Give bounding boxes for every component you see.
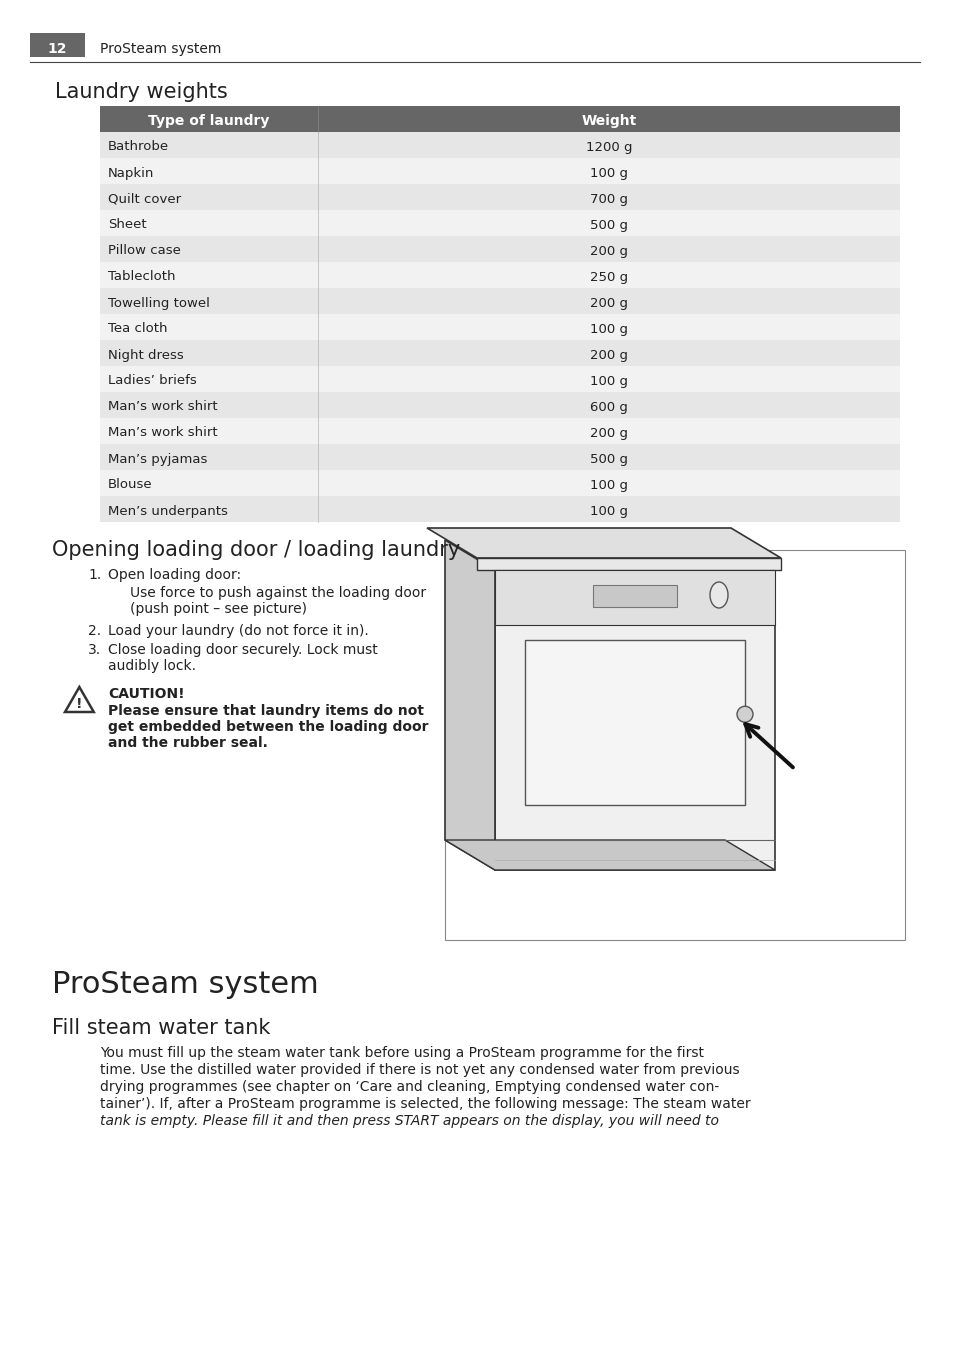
Text: 12: 12 — [48, 42, 67, 55]
Circle shape — [737, 706, 752, 722]
Bar — [100, 184, 899, 210]
Polygon shape — [495, 571, 774, 869]
Text: Laundry weights: Laundry weights — [55, 82, 228, 101]
Text: Towelling towel: Towelling towel — [108, 296, 210, 310]
Text: tainer’). If, after a ProSteam programme is selected, the following message: The: tainer’). If, after a ProSteam programme… — [100, 1096, 750, 1111]
Bar — [100, 339, 899, 366]
Bar — [100, 262, 899, 288]
Text: drying programmes (see chapter on ‘Care and cleaning, Emptying condensed water c: drying programmes (see chapter on ‘Care … — [100, 1080, 719, 1094]
Text: 200 g: 200 g — [589, 426, 627, 439]
Text: Tea cloth: Tea cloth — [108, 323, 168, 335]
Text: 500 g: 500 g — [589, 453, 627, 465]
Text: Open loading door:: Open loading door: — [108, 568, 241, 581]
Text: Quilt cover: Quilt cover — [108, 192, 181, 206]
Text: CAUTION!: CAUTION! — [108, 687, 185, 700]
Text: 100 g: 100 g — [589, 166, 627, 180]
Text: Sheet: Sheet — [108, 219, 147, 231]
Text: 600 g: 600 g — [590, 400, 627, 414]
Text: ProSteam system: ProSteam system — [100, 42, 221, 55]
Bar — [100, 314, 899, 339]
Bar — [100, 470, 899, 496]
Text: 100 g: 100 g — [589, 323, 627, 335]
Text: tank is empty. Please fill it and then press START appears on the display, you w: tank is empty. Please fill it and then p… — [100, 1114, 719, 1128]
Bar — [444, 550, 904, 940]
Text: Close loading door securely. Lock must: Close loading door securely. Lock must — [108, 644, 377, 657]
Text: You must fill up the steam water tank before using a ProSteam programme for the : You must fill up the steam water tank be… — [100, 1046, 703, 1060]
Bar — [100, 105, 899, 132]
Bar — [100, 443, 899, 470]
Bar — [30, 32, 85, 57]
Text: 250 g: 250 g — [589, 270, 627, 284]
Text: Blouse: Blouse — [108, 479, 152, 492]
Text: and the rubber seal.: and the rubber seal. — [108, 735, 268, 750]
Bar — [100, 496, 899, 522]
Polygon shape — [444, 539, 495, 869]
Text: 200 g: 200 g — [589, 245, 627, 257]
Text: Opening loading door / loading laundry: Opening loading door / loading laundry — [52, 539, 459, 560]
Text: Night dress: Night dress — [108, 349, 184, 361]
Text: Napkin: Napkin — [108, 166, 154, 180]
Text: Bathrobe: Bathrobe — [108, 141, 169, 154]
Text: Fill steam water tank: Fill steam water tank — [52, 1018, 270, 1038]
Text: 100 g: 100 g — [589, 375, 627, 388]
Polygon shape — [444, 539, 774, 571]
Text: Type of laundry: Type of laundry — [148, 114, 270, 128]
Bar — [100, 237, 899, 262]
Text: Load your laundry (do not force it in).: Load your laundry (do not force it in). — [108, 625, 369, 638]
Text: 200 g: 200 g — [589, 349, 627, 361]
Text: 700 g: 700 g — [589, 192, 627, 206]
Text: 500 g: 500 g — [589, 219, 627, 231]
Polygon shape — [495, 571, 774, 625]
Text: Man’s work shirt: Man’s work shirt — [108, 426, 217, 439]
Text: Tablecloth: Tablecloth — [108, 270, 175, 284]
Text: Men’s underpants: Men’s underpants — [108, 504, 228, 518]
Bar — [524, 639, 744, 804]
Text: 3.: 3. — [88, 644, 101, 657]
Polygon shape — [476, 558, 781, 571]
Text: 200 g: 200 g — [589, 296, 627, 310]
Bar — [100, 366, 899, 392]
Bar — [100, 288, 899, 314]
Text: ProSteam system: ProSteam system — [52, 969, 318, 999]
Text: Man’s work shirt: Man’s work shirt — [108, 400, 217, 414]
Text: Weight: Weight — [580, 114, 636, 128]
Bar — [100, 418, 899, 443]
Text: Man’s pyjamas: Man’s pyjamas — [108, 453, 207, 465]
Polygon shape — [444, 840, 774, 869]
Text: audibly lock.: audibly lock. — [108, 658, 195, 673]
Text: Pillow case: Pillow case — [108, 245, 181, 257]
Bar — [100, 158, 899, 184]
Text: get embedded between the loading door: get embedded between the loading door — [108, 721, 428, 734]
Text: 1200 g: 1200 g — [585, 141, 632, 154]
Text: (push point – see picture): (push point – see picture) — [130, 602, 307, 617]
Text: Please ensure that laundry items do not: Please ensure that laundry items do not — [108, 704, 423, 718]
Text: 100 g: 100 g — [589, 479, 627, 492]
Text: time. Use the distilled water provided if there is not yet any condensed water f: time. Use the distilled water provided i… — [100, 1063, 739, 1078]
Text: Ladies’ briefs: Ladies’ briefs — [108, 375, 196, 388]
Polygon shape — [427, 529, 781, 558]
Text: 100 g: 100 g — [589, 504, 627, 518]
Bar — [100, 210, 899, 237]
Bar — [593, 585, 677, 607]
Text: Use force to push against the loading door: Use force to push against the loading do… — [130, 585, 426, 600]
Bar — [100, 392, 899, 418]
Text: 1.: 1. — [88, 568, 101, 581]
Ellipse shape — [709, 581, 727, 608]
Text: 2.: 2. — [88, 625, 101, 638]
Text: !: ! — [76, 698, 83, 711]
Bar — [100, 132, 899, 158]
